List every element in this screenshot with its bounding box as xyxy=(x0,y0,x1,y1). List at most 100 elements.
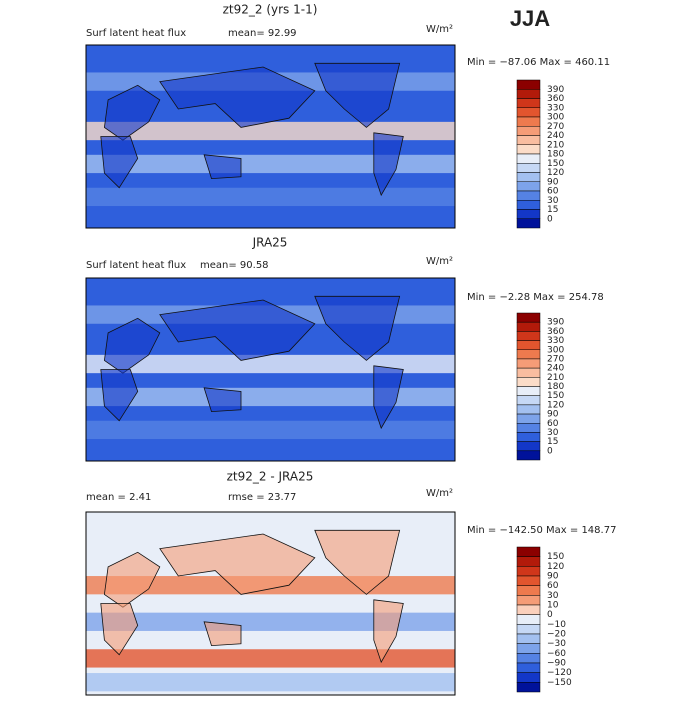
map-frame xyxy=(85,511,456,696)
colorbar-label: 120 xyxy=(547,168,564,178)
map-band xyxy=(86,354,455,374)
colorbar-label: 360 xyxy=(547,327,564,337)
map xyxy=(85,511,456,696)
colorbar-swatch xyxy=(516,98,541,108)
colorbar-swatch xyxy=(516,153,541,164)
colorbar-label: 10 xyxy=(547,601,559,611)
map xyxy=(85,277,456,462)
colorbar-swatch xyxy=(516,546,541,557)
colorbar-swatch xyxy=(516,209,541,219)
colorbar-label: 150 xyxy=(547,159,564,169)
colorbar-swatch xyxy=(516,604,541,615)
continent xyxy=(159,533,316,595)
colorbar-label: 15 xyxy=(547,205,558,215)
colorbar-swatch xyxy=(516,200,541,210)
colorbar-swatch xyxy=(516,321,541,332)
colorbar-swatch xyxy=(516,190,541,201)
colorbar-label: 360 xyxy=(547,94,564,104)
continent xyxy=(314,62,401,128)
continent xyxy=(103,551,161,608)
colorbar-label: 390 xyxy=(547,85,564,95)
colorbar-swatch xyxy=(516,116,541,127)
colorbar-swatch xyxy=(516,662,541,673)
colorbar-swatch xyxy=(516,367,541,378)
panel-left-label: Surf latent heat flux xyxy=(86,260,186,271)
continent xyxy=(203,621,242,647)
colorbar-label: 0 xyxy=(547,446,553,456)
colorbar-label: 90 xyxy=(547,177,559,187)
map-band xyxy=(86,673,455,692)
colorbar-label: 270 xyxy=(547,354,564,364)
colorbar-label: 180 xyxy=(547,382,564,392)
colorbar-swatch xyxy=(516,404,541,415)
continent xyxy=(159,299,316,361)
colorbar-swatch xyxy=(516,423,541,433)
panel-left-label: mean = 2.41 xyxy=(86,492,151,503)
colorbar-label: 150 xyxy=(547,552,564,562)
colorbar-swatch xyxy=(516,135,541,145)
panel-stat-label: mean= 92.99 xyxy=(228,28,297,39)
colorbar-label: 270 xyxy=(547,122,564,132)
continent xyxy=(373,365,404,430)
colorbar-swatch xyxy=(516,595,541,606)
continent xyxy=(203,154,242,180)
colorbar-swatch xyxy=(516,643,541,654)
map-frame xyxy=(85,277,456,462)
panel-title: zt92_2 - JRA25 xyxy=(227,470,314,484)
panel-title: zt92_2 (yrs 1-1) xyxy=(223,3,318,17)
colorbar-label: 30 xyxy=(547,591,559,601)
colorbar-label: −120 xyxy=(547,668,572,678)
colorbar-swatch xyxy=(516,89,541,99)
map-frame xyxy=(85,44,456,229)
colorbar-swatch xyxy=(516,349,541,360)
colorbar-label: 120 xyxy=(547,562,564,572)
units-label: W/m² xyxy=(426,488,453,499)
colorbar-swatch xyxy=(516,126,541,136)
colorbar-swatch xyxy=(516,340,541,350)
colorbar-swatch xyxy=(516,331,541,341)
colorbar-swatch xyxy=(516,682,541,693)
colorbar-label: 150 xyxy=(547,391,564,401)
colorbar-swatch xyxy=(516,413,541,424)
minmax-label: Min = −87.06 Max = 460.11 xyxy=(467,57,610,68)
colorbar-swatch xyxy=(516,218,541,229)
colorbar-label: 240 xyxy=(547,131,564,141)
colorbar-label: 330 xyxy=(547,103,564,113)
colorbar-label: −60 xyxy=(547,649,566,659)
colorbar-label: 60 xyxy=(547,581,559,591)
continent xyxy=(373,599,404,664)
continent xyxy=(100,603,139,656)
colorbar-label: 330 xyxy=(547,336,564,346)
colorbar-label: 30 xyxy=(547,428,559,438)
colorbar-swatch xyxy=(516,163,541,173)
colorbar-label: 15 xyxy=(547,437,558,447)
colorbar-swatch xyxy=(516,386,541,396)
map-band xyxy=(86,612,455,631)
colorbar-label: 0 xyxy=(547,610,553,620)
colorbar-swatch xyxy=(516,450,541,461)
minmax-label: Min = −2.28 Max = 254.78 xyxy=(467,292,604,303)
colorbar-swatch xyxy=(516,181,541,192)
colorbar-swatch xyxy=(516,566,541,577)
colorbar-swatch xyxy=(516,312,541,323)
continent xyxy=(100,369,139,422)
colorbar-swatch xyxy=(516,624,541,635)
colorbar-swatch xyxy=(516,172,541,182)
colorbar-label: 60 xyxy=(547,187,559,197)
colorbar-label: −30 xyxy=(547,639,566,649)
colorbar-label: 210 xyxy=(547,140,564,150)
colorbar-label: 300 xyxy=(547,113,564,123)
map xyxy=(85,44,456,229)
panel-left-label: Surf latent heat flux xyxy=(86,28,186,39)
panel-title: JRA25 xyxy=(252,236,288,250)
units-label: W/m² xyxy=(426,256,453,267)
colorbar-swatch xyxy=(516,107,541,118)
map-band xyxy=(86,154,455,174)
colorbar-label: −10 xyxy=(547,620,566,630)
continent xyxy=(159,66,316,128)
map-band xyxy=(86,420,455,440)
units-label: W/m² xyxy=(426,24,453,35)
minmax-label: Min = −142.50 Max = 148.77 xyxy=(467,525,616,536)
colorbar-label: 0 xyxy=(547,214,553,224)
colorbar-label: 390 xyxy=(547,318,564,328)
